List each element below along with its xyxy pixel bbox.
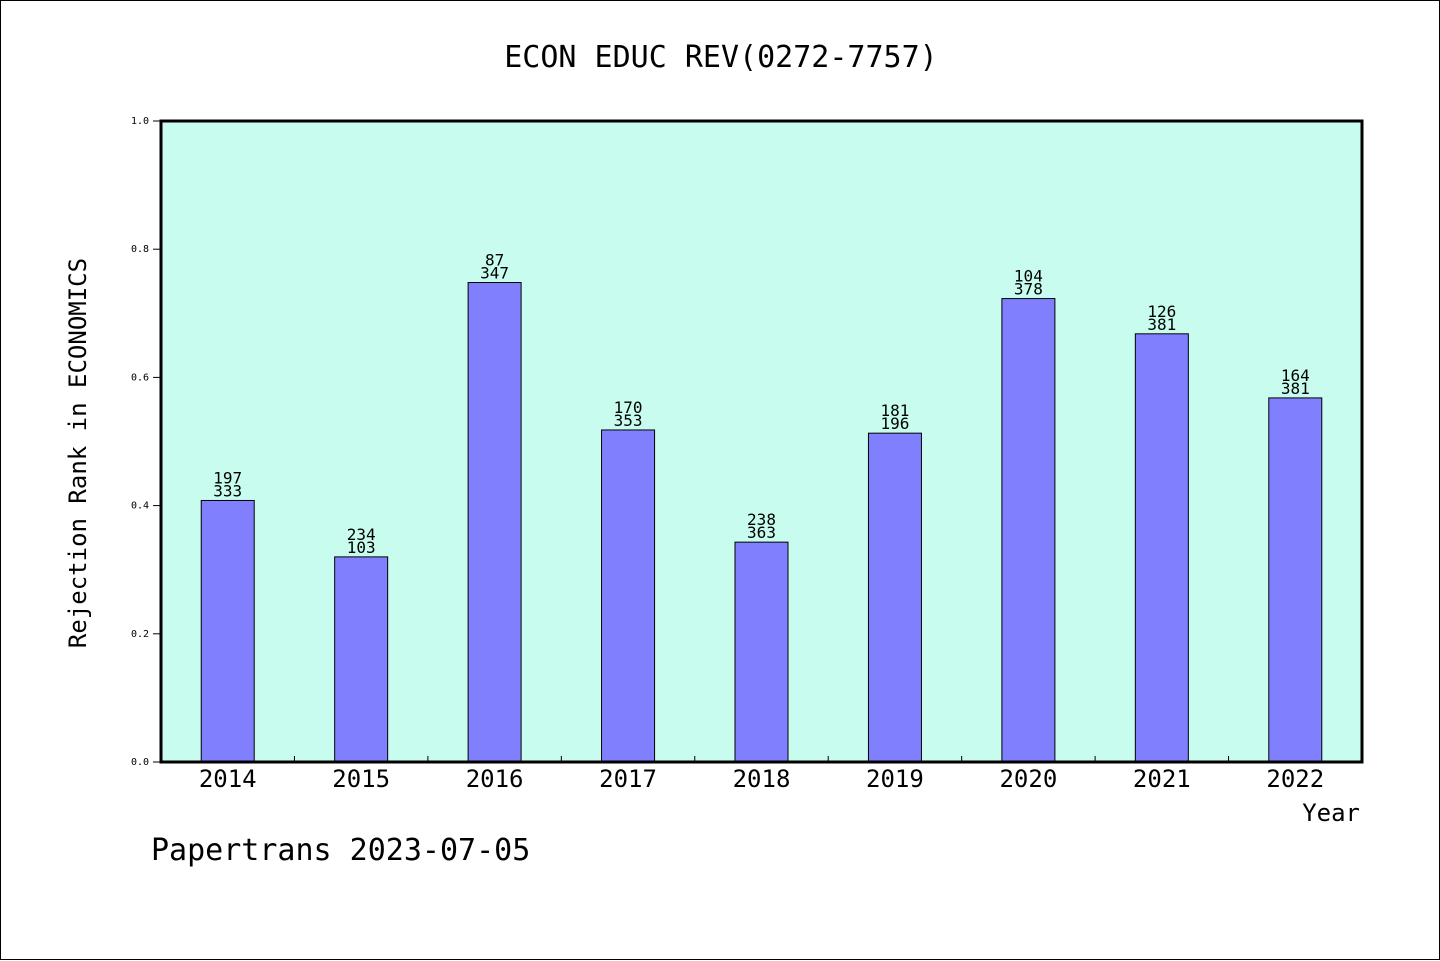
bar-label-bottom: 347 <box>480 264 509 283</box>
y-tick-label: 0.6 <box>131 372 149 383</box>
y-tick-label: 0.8 <box>131 244 149 255</box>
x-axis-label: Year <box>1302 799 1360 827</box>
y-tick-label: 0.0 <box>131 757 149 768</box>
bar-label-bottom: 103 <box>347 538 376 557</box>
bar-label-bottom: 196 <box>880 414 909 433</box>
bar-label-top: 170 <box>614 398 643 417</box>
bar-label-top: 126 <box>1147 302 1176 321</box>
bar-2017 <box>601 429 656 763</box>
y-tick-label: 1.0 <box>131 116 149 127</box>
plot-border <box>159 119 1364 764</box>
bar-2020 <box>1001 298 1056 763</box>
bar-label-bottom: 381 <box>1281 379 1310 398</box>
bar-label-bottom: 333 <box>213 481 242 500</box>
bar-label-top: 181 <box>880 401 909 420</box>
y-tick-label: 0.2 <box>131 629 149 640</box>
bar-2019 <box>867 432 922 763</box>
bar-2015 <box>334 556 389 763</box>
bar-label-top: 197 <box>213 468 242 487</box>
bar-label-bottom: 378 <box>1014 280 1043 299</box>
bar-label-bottom: 353 <box>614 411 643 430</box>
bar-2018 <box>734 541 789 763</box>
bar-label-top: 238 <box>747 510 776 529</box>
x-tick-label: 2021 <box>1133 765 1191 793</box>
bar-label-top: 87 <box>485 251 504 270</box>
x-tick-label: 2018 <box>733 765 791 793</box>
x-tick-label: 2014 <box>199 765 257 793</box>
bar-label-bottom: 381 <box>1147 315 1176 334</box>
bar-label-top: 234 <box>347 525 376 544</box>
bar-2016 <box>467 282 522 763</box>
y-tick-label: 0.4 <box>131 501 149 512</box>
bar-2022 <box>1268 397 1323 763</box>
x-tick-label: 2015 <box>332 765 390 793</box>
chart-title: ECON EDUC REV(0272-7757) <box>504 40 937 75</box>
x-tick-label: 2017 <box>599 765 657 793</box>
y-axis-label: Rejection Rank in ECONOMICS <box>64 258 92 648</box>
bar-2014 <box>200 499 255 763</box>
bar-label-bottom: 363 <box>747 523 776 542</box>
x-tick-label: 2020 <box>999 765 1057 793</box>
x-tick-label: 2016 <box>466 765 524 793</box>
footer-credit: Papertrans 2023-07-05 <box>151 833 531 868</box>
x-tick-label: 2019 <box>866 765 924 793</box>
bar-label-top: 104 <box>1014 267 1043 286</box>
bar-2021 <box>1134 333 1189 763</box>
bar-label-top: 164 <box>1281 366 1310 385</box>
x-tick-label: 2022 <box>1266 765 1324 793</box>
